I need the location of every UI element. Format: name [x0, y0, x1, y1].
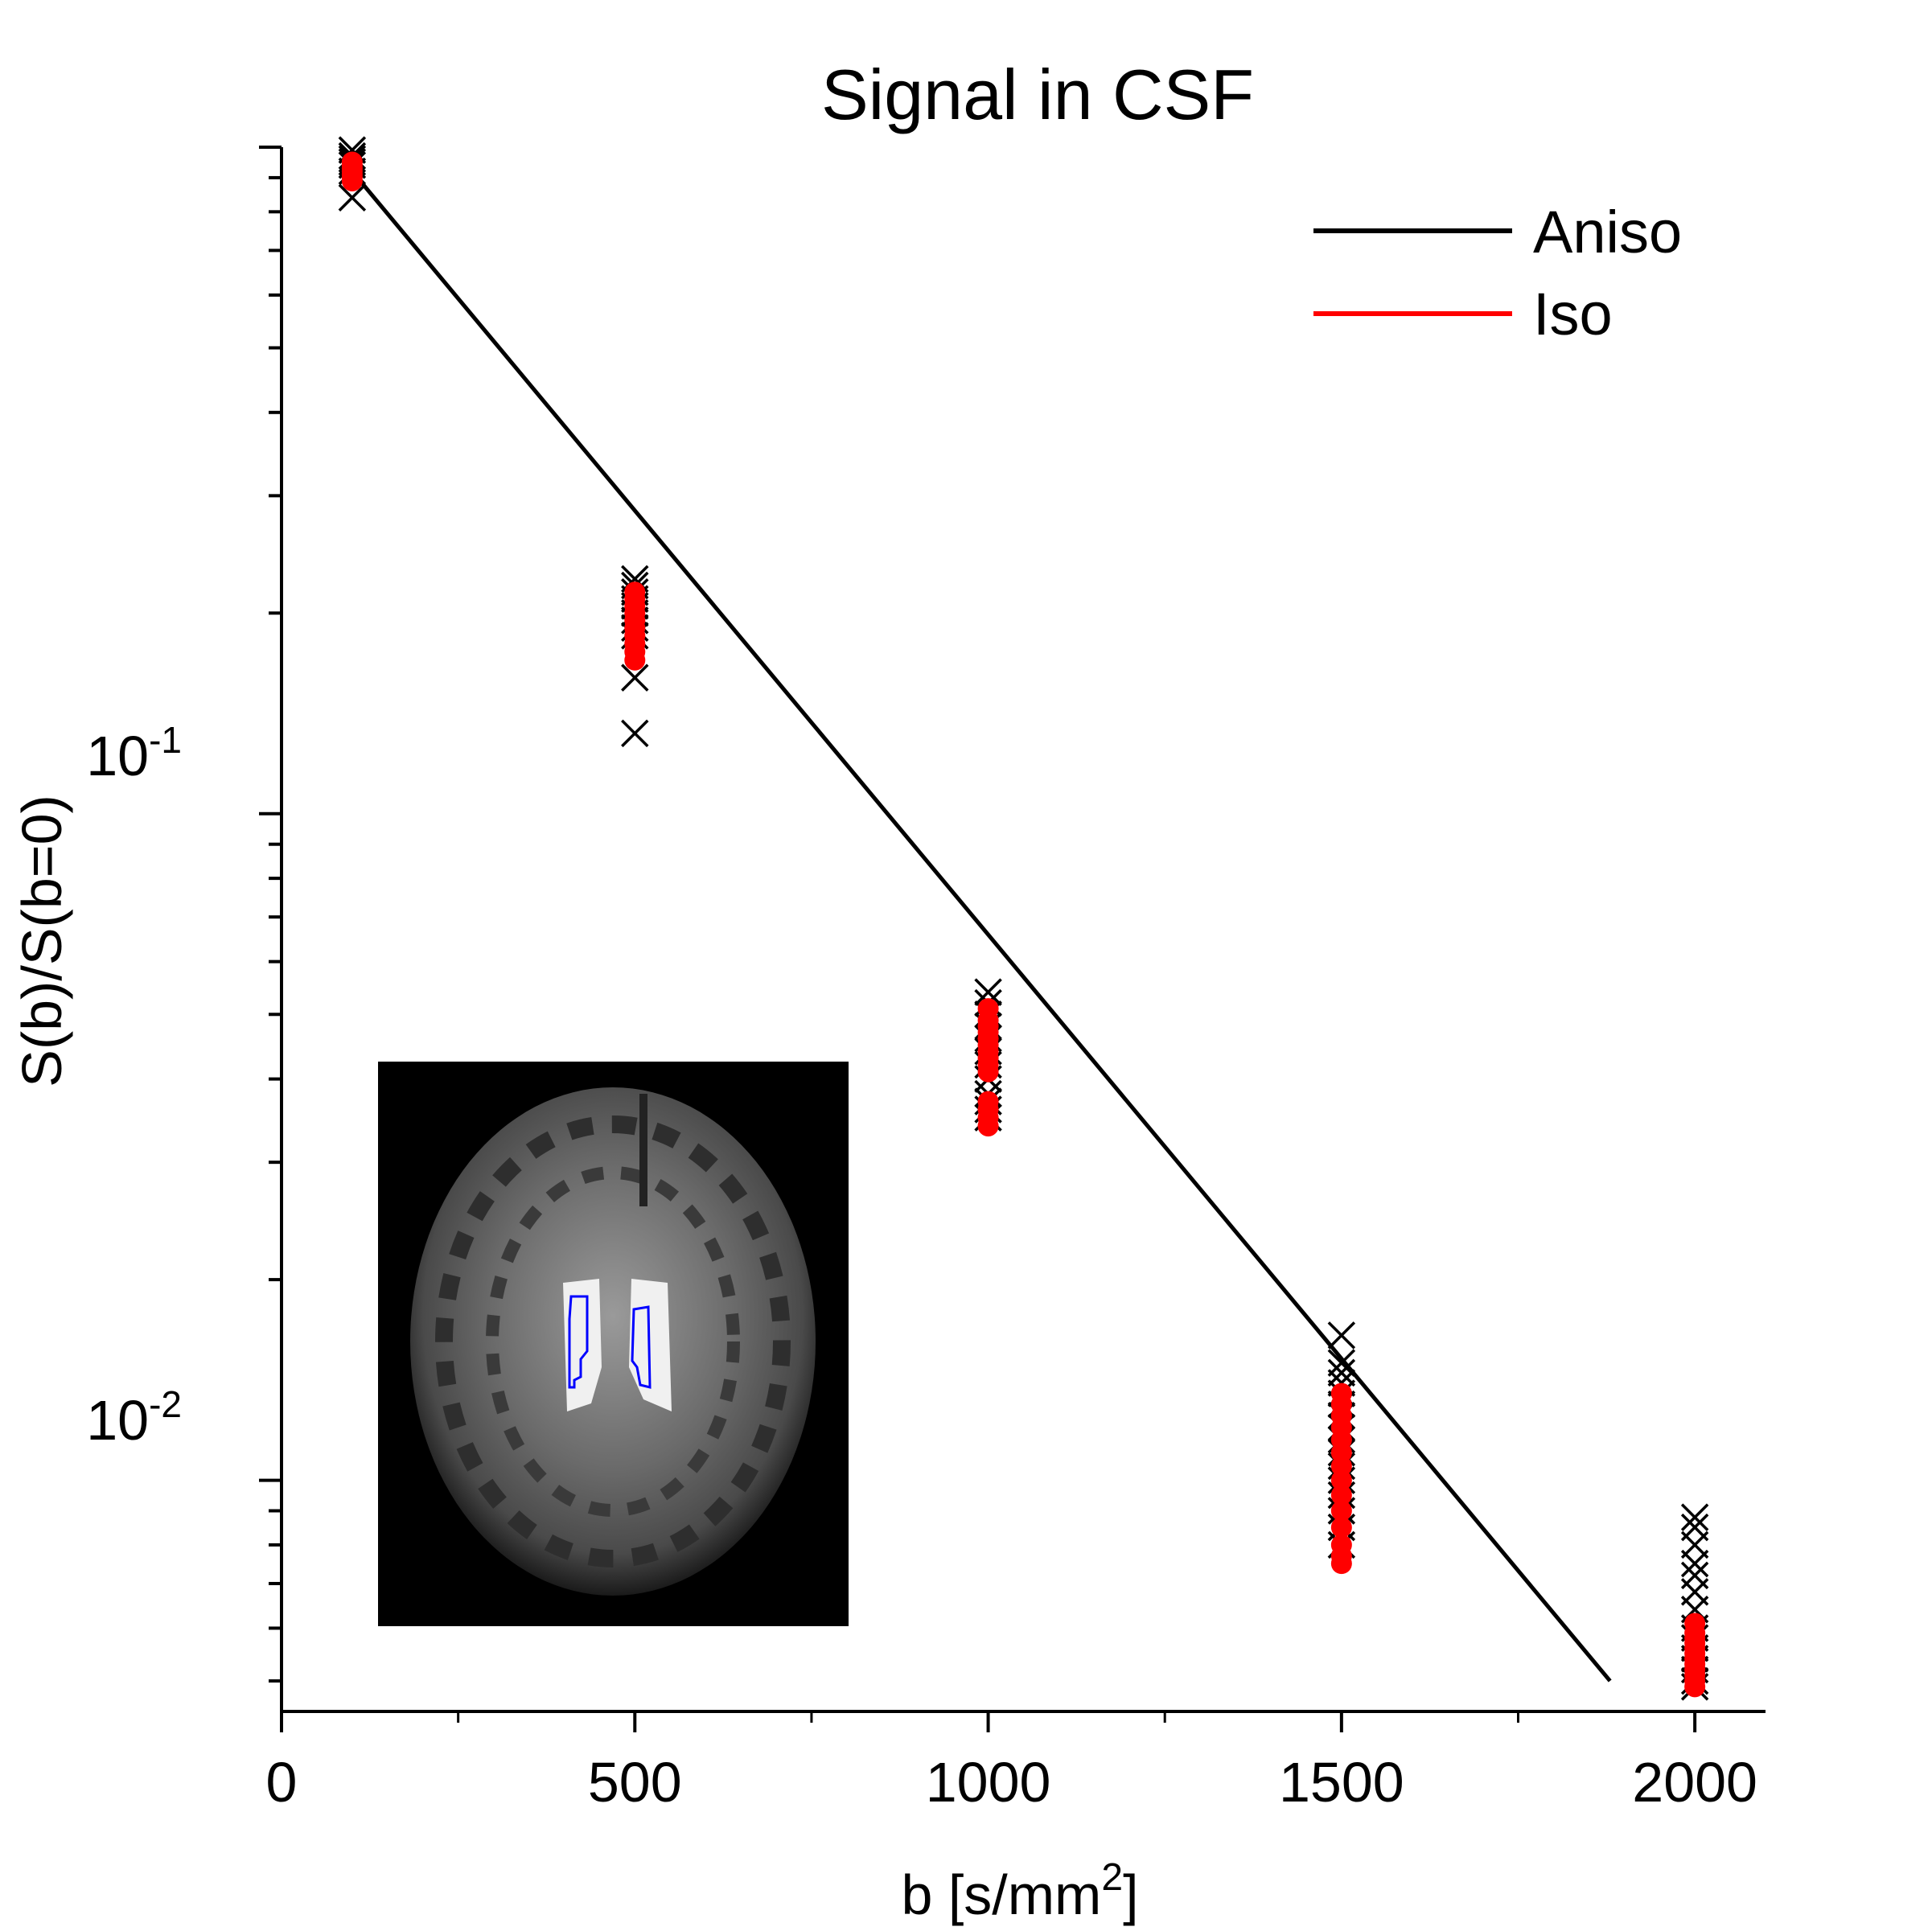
aniso-point-stroke	[1680, 1549, 1709, 1578]
brain-sulci	[435, 1115, 791, 1567]
iso-point	[1330, 1469, 1352, 1491]
iso-point	[1684, 1676, 1706, 1698]
inset-brain-mri	[378, 1062, 849, 1626]
aniso-point	[338, 183, 367, 212]
aniso-point-stroke	[338, 183, 367, 212]
aniso-point-stroke	[1680, 1503, 1709, 1531]
aniso-point	[1327, 1358, 1356, 1387]
x-tick-label: 500	[588, 1751, 682, 1814]
roi-left-contour	[568, 1295, 589, 1389]
legend-label-aniso: Aniso	[1533, 199, 1682, 265]
brain-icon	[410, 1087, 816, 1596]
aniso-point	[1680, 1503, 1709, 1531]
aniso-point-stroke	[621, 664, 649, 692]
x-tick-label: 1500	[1279, 1751, 1404, 1814]
chart-title: Signal in CSF	[821, 55, 1254, 134]
x-tick-label: 0	[266, 1751, 298, 1814]
aniso-point	[621, 664, 649, 692]
aniso-point-stroke	[1327, 1349, 1356, 1377]
iso-point	[624, 649, 646, 671]
iso-point	[1330, 1553, 1352, 1575]
y-tick-label: 10-1	[86, 719, 182, 787]
aniso-point	[1327, 1321, 1356, 1350]
iso-point	[341, 170, 363, 191]
x-tick-label: 2000	[1632, 1751, 1757, 1814]
fit-line-group	[350, 170, 1612, 1682]
aniso-point-stroke	[621, 719, 649, 748]
iso-point	[977, 1115, 999, 1137]
left-ventricle	[563, 1279, 602, 1411]
legend: Aniso Iso	[1313, 199, 1682, 347]
iso-point	[1330, 1485, 1352, 1506]
aniso-point	[974, 978, 1002, 1006]
y-axis-ticks	[259, 146, 282, 1683]
legend-label-iso: Iso	[1533, 281, 1613, 347]
aniso-point	[1327, 1349, 1356, 1377]
aniso-point-stroke	[1327, 1358, 1356, 1387]
iso-point	[1330, 1500, 1352, 1522]
brain-inner-sulci	[486, 1166, 740, 1517]
x-axis-label: b [s/mm2]	[901, 1856, 1138, 1926]
y-axis-label: S(b)/S(b=0)	[10, 795, 73, 1087]
x-tick-label: 1000	[926, 1751, 1051, 1814]
iso-markers	[341, 151, 1706, 1698]
iso-point	[1330, 1517, 1352, 1539]
iso-point	[977, 1061, 999, 1083]
aniso-point	[1680, 1549, 1709, 1578]
aniso-point-stroke	[974, 978, 1002, 1006]
aniso-point	[621, 719, 649, 748]
fit-line-aniso	[350, 170, 1612, 1682]
y-tick-label: 10-2	[86, 1383, 182, 1452]
x-axis-ticks: 0 500 1000 1500 2000	[266, 1711, 1757, 1814]
roi-right-contour	[631, 1305, 652, 1389]
aniso-point-stroke	[1327, 1321, 1356, 1350]
